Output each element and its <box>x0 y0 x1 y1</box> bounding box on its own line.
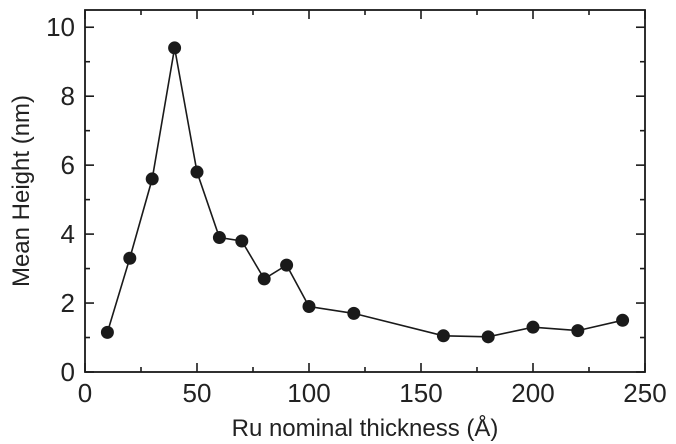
data-point <box>526 320 540 334</box>
data-point <box>280 258 294 272</box>
y-tick-label: 0 <box>61 357 75 387</box>
data-point <box>436 329 450 343</box>
data-point <box>571 324 585 338</box>
data-point <box>168 41 182 55</box>
series-line <box>106 47 623 338</box>
plot-frame <box>84 9 646 373</box>
data-point <box>481 330 495 344</box>
series-layer <box>100 41 630 344</box>
x-tick-label: 200 <box>511 378 554 408</box>
data-point <box>302 299 316 313</box>
y-tick-label: 8 <box>61 81 75 111</box>
x-tick-label: 0 <box>78 378 92 408</box>
data-point <box>616 313 630 327</box>
data-point <box>212 231 226 245</box>
x-tick-label: 150 <box>399 378 442 408</box>
data-point <box>100 325 114 339</box>
y-tick-label: 4 <box>61 219 75 249</box>
data-point <box>123 251 137 265</box>
x-tick-label: 250 <box>623 378 666 408</box>
data-point <box>235 234 249 248</box>
axes: 0 50 100 150 200 250 0 2 4 6 8 10 <box>46 9 667 408</box>
data-point <box>257 272 271 286</box>
y-tick-label: 2 <box>61 288 75 318</box>
data-point <box>347 306 361 320</box>
y-tick-label: 6 <box>61 150 75 180</box>
y-tick-label: 10 <box>46 12 75 42</box>
y-axis-label: Mean Height (nm) <box>8 95 35 287</box>
data-point <box>190 165 204 179</box>
x-tick-label: 50 <box>183 378 212 408</box>
data-point <box>145 172 159 186</box>
x-axis-label: Ru nominal thickness (Å) <box>232 414 499 442</box>
x-tick-label: 100 <box>287 378 330 408</box>
